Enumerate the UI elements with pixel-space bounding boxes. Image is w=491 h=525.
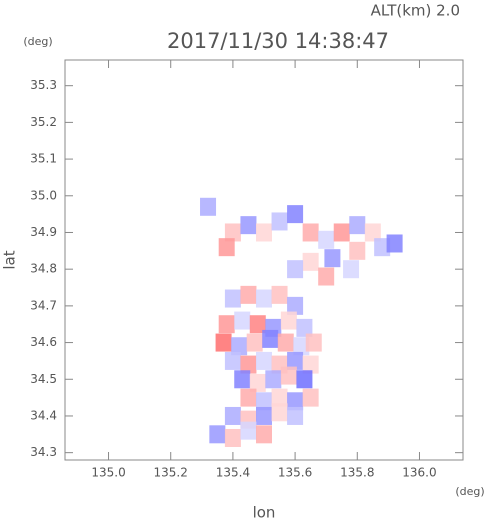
data-cell bbox=[302, 355, 319, 374]
chart-title: 2017/11/30 14:38:47 bbox=[167, 29, 389, 53]
y-tick-label: 34.3 bbox=[30, 445, 57, 459]
subtitle: ALT(km) 2.0 bbox=[371, 2, 460, 20]
y-tick-label: 34.5 bbox=[30, 372, 57, 386]
data-cell bbox=[240, 285, 257, 304]
x-tick-label: 135.4 bbox=[216, 466, 250, 480]
y-tick-label: 34.6 bbox=[30, 335, 57, 349]
x-tick-label: 136.0 bbox=[402, 466, 436, 480]
y-tick-label: 34.7 bbox=[30, 298, 57, 312]
data-cell bbox=[224, 406, 241, 425]
data-cell bbox=[271, 285, 288, 304]
data-cell bbox=[296, 370, 313, 389]
data-cell bbox=[287, 392, 304, 411]
data-cell bbox=[280, 311, 297, 330]
data-cell bbox=[271, 212, 288, 231]
data-cell bbox=[287, 296, 304, 315]
data-cell bbox=[318, 267, 335, 286]
data-cell bbox=[218, 238, 235, 257]
y-tick-label: 34.8 bbox=[30, 262, 57, 276]
data-cell bbox=[231, 337, 248, 356]
y-tick-label: 35.1 bbox=[30, 152, 57, 166]
plot-frame bbox=[64, 59, 464, 461]
data-cell bbox=[249, 315, 266, 334]
data-cell bbox=[324, 249, 341, 268]
data-cell bbox=[256, 223, 272, 242]
data-cell bbox=[234, 311, 251, 330]
data-cell bbox=[215, 333, 232, 352]
data-cell bbox=[224, 351, 241, 370]
data-cell bbox=[249, 373, 266, 392]
x-tick-label: 135.8 bbox=[340, 466, 374, 480]
x-tick-label: 135.2 bbox=[154, 466, 188, 480]
data-cell bbox=[305, 333, 322, 352]
data-cell bbox=[333, 223, 350, 242]
data-cell bbox=[224, 289, 241, 308]
y-tick-label: 35.3 bbox=[30, 78, 57, 92]
data-cell bbox=[256, 351, 272, 370]
data-cell bbox=[224, 428, 241, 447]
data-cell bbox=[271, 403, 288, 422]
data-cell bbox=[265, 370, 282, 389]
y-tick-label: 34.9 bbox=[30, 225, 57, 239]
data-cell bbox=[349, 241, 366, 260]
y-tick-label: 34.4 bbox=[30, 408, 57, 422]
y-tick-label: 35.0 bbox=[30, 188, 57, 202]
data-cell bbox=[246, 333, 263, 352]
data-cell bbox=[293, 337, 310, 356]
data-cell bbox=[364, 223, 381, 242]
data-cell bbox=[318, 230, 335, 249]
y-tick-label: 35.2 bbox=[30, 115, 57, 129]
data-cell bbox=[280, 366, 297, 385]
x-axis-label: lon bbox=[253, 504, 276, 522]
data-cell bbox=[302, 388, 319, 407]
data-cell bbox=[256, 425, 272, 444]
x-tick-label: 135.6 bbox=[278, 466, 312, 480]
y-axis-label: lat bbox=[1, 250, 19, 269]
data-cell bbox=[240, 388, 257, 407]
data-cell bbox=[343, 260, 360, 279]
data-cell bbox=[224, 223, 241, 242]
data-cell bbox=[349, 216, 366, 235]
data-cell bbox=[256, 289, 272, 308]
data-cell bbox=[287, 351, 304, 370]
data-cell bbox=[240, 216, 257, 235]
data-cell bbox=[287, 406, 304, 425]
data-cell bbox=[287, 260, 304, 279]
data-cell bbox=[256, 392, 272, 411]
data-cell bbox=[218, 315, 235, 334]
data-cell bbox=[374, 238, 391, 257]
x-unit: (deg) bbox=[455, 485, 484, 498]
x-tick-label: 135.0 bbox=[91, 466, 125, 480]
data-cell bbox=[200, 197, 217, 216]
data-cell bbox=[262, 329, 279, 348]
data-cell bbox=[302, 223, 319, 242]
y-unit: (deg) bbox=[23, 35, 52, 48]
data-cell bbox=[296, 318, 313, 337]
data-cell bbox=[386, 234, 403, 253]
data-cell bbox=[302, 252, 319, 271]
data-cell bbox=[277, 333, 294, 352]
data-cell bbox=[240, 421, 257, 440]
data-cell bbox=[234, 370, 251, 389]
data-cell bbox=[256, 406, 272, 425]
data-cell bbox=[271, 388, 288, 407]
data-cell bbox=[209, 425, 226, 444]
data-cell bbox=[287, 205, 304, 224]
data-cell bbox=[240, 355, 257, 374]
